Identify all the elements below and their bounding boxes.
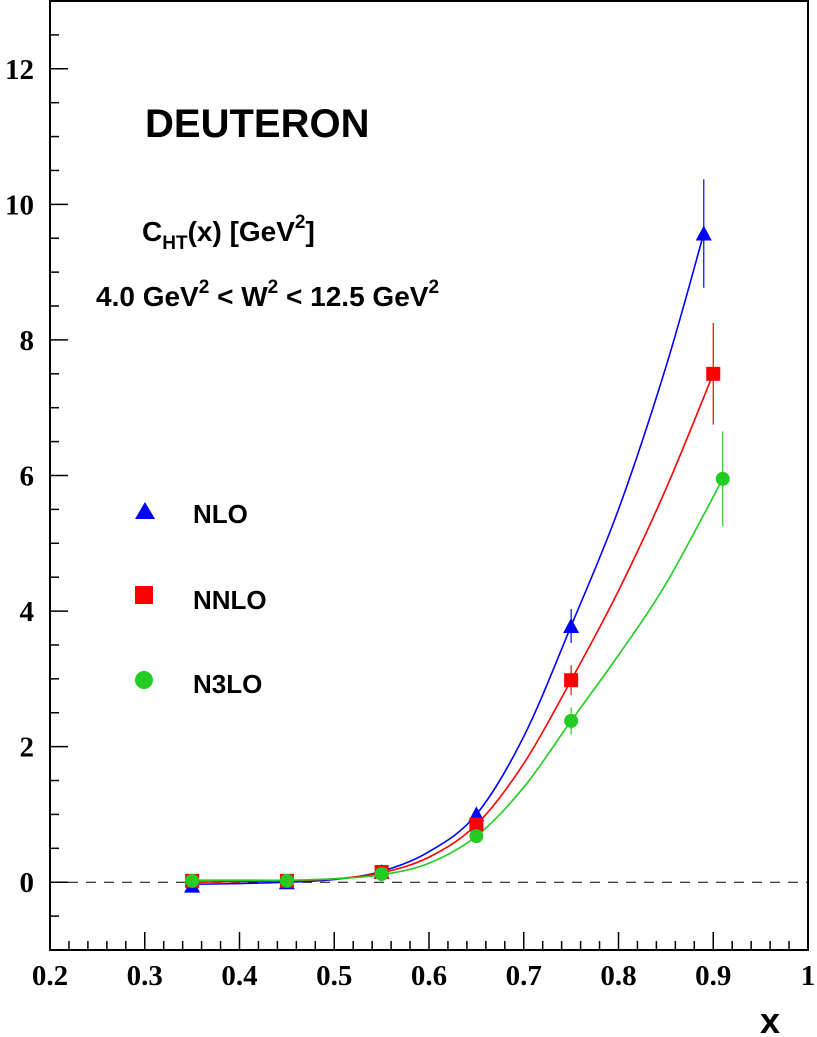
x-tick-labels: 0.2 0.3 0.4 0.5 0.6 0.7 0.8 0.9 1 — [32, 960, 815, 992]
x-tick-label: 0.9 — [695, 960, 731, 992]
data-point-n3lo — [279, 873, 294, 888]
data-point-nlo — [695, 225, 712, 241]
y-tick-label: 6 — [20, 461, 35, 493]
x-tick-label: 0.6 — [411, 960, 447, 992]
data-point-n3lo — [564, 713, 579, 728]
legend-label-nnlo: NNLO — [193, 585, 267, 615]
data-point-n3lo — [185, 873, 200, 888]
y-tick-label: 8 — [20, 325, 35, 357]
legend-marker-nnlo — [135, 586, 153, 604]
legend: NLO NNLO N3LO — [135, 499, 267, 699]
w2-range-annotation: 4.0 GeV2 < W2 < 12.5 GeV2 — [96, 277, 439, 312]
y-tick-labels: 0 2 4 6 8 10 12 — [5, 54, 34, 899]
chart-title: DEUTERON — [145, 102, 369, 146]
fit-curves — [192, 233, 724, 886]
quantity-annotation: CHT(x) [GeV2] — [142, 212, 315, 254]
x-axis-label: x — [760, 1000, 780, 1037]
axis-ticks — [49, 0, 809, 951]
data-point-nnlo — [706, 366, 721, 381]
y-tick-label: 0 — [20, 867, 35, 899]
data-markers — [184, 225, 730, 893]
fit-curve-nlo — [192, 233, 705, 886]
x-tick-label: 0.2 — [32, 960, 68, 992]
x-tick-label: 1 — [801, 960, 816, 992]
x-tick-label: 0.4 — [221, 960, 257, 992]
x-tick-label: 0.5 — [316, 960, 352, 992]
x-tick-label: 0.3 — [127, 960, 163, 992]
data-point-n3lo — [715, 471, 730, 486]
y-tick-label: 4 — [20, 596, 35, 628]
data-point-nlo — [563, 617, 580, 633]
y-tick-label: 10 — [5, 189, 34, 221]
y-tick-label: 2 — [20, 732, 35, 764]
data-point-nnlo — [564, 673, 579, 688]
x-tick-label: 0.7 — [506, 960, 542, 992]
x-tick-label: 0.8 — [600, 960, 636, 992]
legend-label-n3lo: N3LO — [193, 669, 262, 699]
legend-marker-n3lo — [135, 671, 153, 689]
legend-label-nlo: NLO — [193, 499, 248, 529]
y-tick-label: 12 — [5, 54, 34, 86]
data-point-n3lo — [374, 867, 389, 882]
data-point-nnlo — [469, 817, 484, 832]
data-point-n3lo — [469, 829, 484, 844]
fit-curve-nnlo — [192, 373, 714, 884]
legend-marker-nlo — [135, 502, 155, 519]
